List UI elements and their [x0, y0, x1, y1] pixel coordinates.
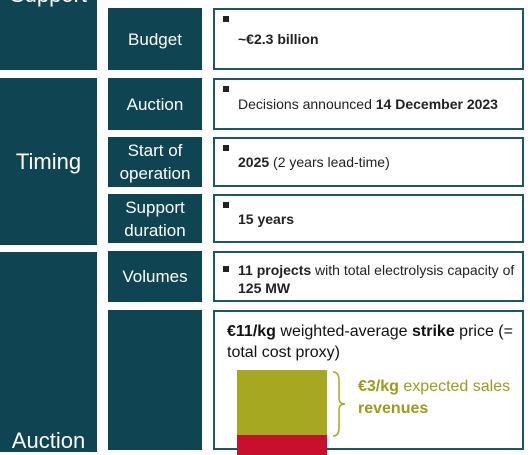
row-label: Start of operation	[108, 137, 202, 187]
group-auction: Auction	[0, 252, 97, 453]
detail: 15 years	[213, 194, 524, 243]
text: €11/kg	[227, 323, 276, 340]
detail: 11 projects with total electrolysis capa…	[213, 251, 524, 302]
text: 11 projects	[238, 262, 312, 278]
group-support: Support	[0, 0, 97, 70]
detail: Decisions announced 14 December 2023	[213, 78, 524, 130]
text: revenues	[358, 400, 429, 417]
revenue-bar	[237, 370, 327, 435]
text: weighted-average	[275, 323, 413, 340]
text: ~€2.3 billion	[238, 31, 319, 47]
brace	[332, 371, 346, 437]
label: Volumes	[122, 267, 188, 286]
text: expected sales	[398, 378, 511, 395]
text: 2025	[238, 154, 270, 170]
row-label: Volumes	[108, 251, 202, 302]
text: 14 December 2023	[375, 96, 498, 112]
row-label: Support duration	[108, 194, 202, 243]
label: Auction	[126, 94, 184, 114]
text: €3/kg	[358, 378, 399, 395]
text: price (= total cost proxy)	[227, 323, 513, 361]
row-label-empty	[108, 310, 202, 450]
cost-bar	[237, 435, 327, 455]
price-box: €11/kg weighted-average strike price (= …	[213, 310, 524, 455]
text: (2 years lead-time)	[269, 154, 390, 170]
group-label: Auction	[11, 428, 86, 453]
price-text: €11/kg weighted-average strike price (= …	[227, 321, 517, 363]
group-timing: Timing	[0, 78, 97, 245]
text: strike	[412, 323, 455, 340]
group-label: Support	[10, 0, 87, 8]
text: Decisions announced	[238, 96, 376, 112]
annotation: €3/kg expected sales revenues	[358, 376, 518, 420]
text: 15 years	[238, 210, 295, 227]
group-label: Timing	[15, 148, 82, 174]
label: Start of operation	[119, 141, 191, 183]
label: Support duration	[124, 197, 186, 240]
text: with total electrolysis capacity of	[311, 262, 515, 278]
row-label: Budget	[108, 8, 202, 70]
row-label: Auction	[108, 78, 202, 130]
text: 125 MW	[238, 280, 291, 296]
label: Budget	[128, 29, 182, 49]
detail: 2025 (2 years lead-time)	[213, 137, 524, 187]
detail: ~€2.3 billion	[213, 8, 524, 70]
